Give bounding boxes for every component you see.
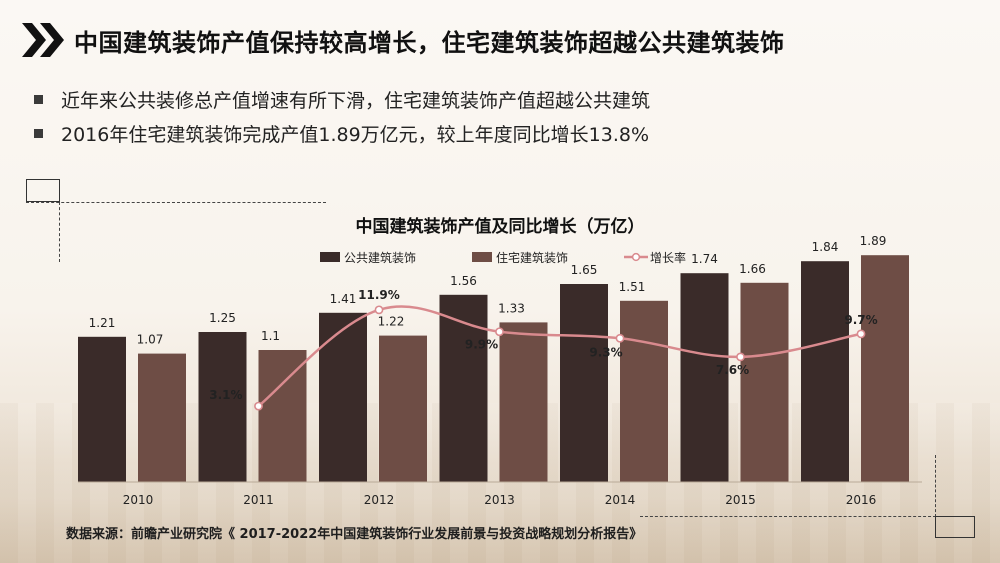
data-source-note: 数据来源：前瞻产业研究院《 2017-2022年中国建筑装饰行业发展前景与投资战… [66,527,643,542]
bar-label-public: 1.84 [812,240,839,254]
x-tick-label: 2011 [243,493,274,507]
chart-legend: 公共建筑装饰 住宅建筑装饰 增长率 [320,250,686,265]
corner-frame-decoration [26,179,60,202]
growth-point [615,333,625,343]
growth-point [736,352,745,362]
x-tick-label: 2016 [846,493,877,507]
bar-residential [258,350,307,482]
bullet-square-icon [34,128,43,138]
legend-label: 增长率 [650,250,686,265]
bar-label-residential: 1.33 [498,301,525,315]
bar-label-residential: 1.66 [739,262,766,276]
bar-public [560,284,608,482]
dashed-line-decoration [26,202,326,203]
double-chevron-icon [22,23,64,57]
legend-swatch-marker [631,252,641,262]
growth-line-group: 3.1% 11.9% 9.9% 9.3% 7.6% 9.7% [209,288,878,411]
page-title: 中国建筑装饰产值保持较高增长，住宅建筑装饰超越公共建筑装饰 [74,28,785,57]
bullet-item: 2016年住宅建筑装饰完成产值1.89万亿元，较上年度同比增长13.8% [34,116,650,150]
growth-label: 7.6% [716,363,749,377]
x-tick-label: 2012 [364,493,395,507]
x-tick-label: 2015 [725,493,756,507]
title-bar: 中国建筑装饰产值保持较高增长，住宅建筑装饰超越公共建筑装饰 [22,20,785,60]
bar-label-residential: 1.22 [378,315,405,329]
bar-public [439,294,488,482]
bar-residential [740,282,789,482]
bar-residential [620,300,668,482]
growth-point [856,329,866,339]
x-tick-label: 2010 [123,493,154,507]
legend-label: 公共建筑装饰 [344,250,416,265]
legend-label: 住宅建筑装饰 [496,250,568,265]
x-axis: 2010 2011 2012 2013 2014 2015 2016 [78,481,922,507]
bar-label-public: 1.25 [209,311,236,325]
bullet-square-icon [34,94,43,104]
bar-residential [499,322,548,482]
bullet-text: 近年来公共装修总产值增速有所下滑，住宅建筑装饰产值超越公共建筑 [61,89,651,112]
bar-label-residential: 1.89 [860,234,887,248]
x-tick-label: 2013 [484,493,515,507]
x-tick-label: 2014 [605,493,636,507]
bullet-text: 2016年住宅建筑装饰完成产值1.89万亿元，较上年度同比增长13.8% [61,123,650,146]
bar-label-public: 1.41 [330,292,357,306]
growth-label: 11.9% [358,288,400,302]
growth-point [495,327,504,337]
bullet-item: 近年来公共装修总产值增速有所下滑，住宅建筑装饰产值超越公共建筑 [34,82,650,116]
dashed-line-decoration [640,516,936,517]
legend-swatch [320,252,340,262]
bar-public [680,273,729,482]
bar-public [801,261,849,482]
growth-label: 3.1% [209,388,242,402]
bar-residential [861,255,909,482]
bar-group: 1.21 1.07 1.25 1.1 1.41 1.22 1.56 1.33 1.65 1.51 1… [78,234,909,482]
bar-public [198,332,247,482]
growth-label: 9.9% [465,338,498,352]
bar-label-public: 1.65 [571,263,598,277]
bar-residential [379,335,427,482]
growth-label: 9.7% [844,313,877,327]
bar-label-public: 1.74 [691,252,718,266]
growth-line [257,305,862,408]
bullet-list: 近年来公共装修总产值增速有所下滑，住宅建筑装饰产值超越公共建筑 2016年住宅建… [34,82,650,150]
bar-label-residential: 1.51 [619,280,646,294]
bar-label-public: 1.56 [450,274,477,288]
bar-label-residential: 1.1 [261,329,280,343]
bar-label-public: 1.21 [89,316,116,330]
growth-label: 9.3% [589,345,622,359]
growth-point [254,401,263,411]
dashed-line-decoration [59,202,60,262]
growth-point [374,305,384,315]
bar-public [78,336,126,482]
bar-public [319,312,367,482]
corner-frame-decoration [935,516,975,538]
dashed-line-decoration [935,455,936,517]
bar-label-residential: 1.07 [137,333,164,347]
chart-title: 中国建筑装饰产值及同比增长（万亿） [356,216,645,237]
legend-swatch [472,252,492,262]
bar-residential [138,353,186,482]
